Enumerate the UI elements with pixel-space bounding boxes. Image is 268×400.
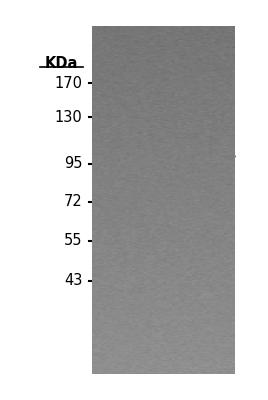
Bar (107, 160, 153, 162)
Text: KDa: KDa (45, 56, 78, 71)
Text: 43: 43 (64, 273, 82, 288)
Text: 95: 95 (64, 156, 82, 171)
Text: B: B (177, 59, 187, 74)
Bar (105, 68, 215, 336)
Bar (107, 150, 153, 159)
Bar (107, 158, 153, 160)
Text: A: A (129, 59, 139, 74)
Bar (157, 152, 200, 160)
Text: 55: 55 (64, 233, 82, 248)
Bar (157, 150, 200, 152)
Text: 170: 170 (54, 76, 82, 91)
Text: 72: 72 (64, 194, 82, 210)
Bar (157, 148, 200, 151)
Text: 130: 130 (55, 110, 82, 125)
Bar (107, 141, 153, 144)
Bar (107, 147, 153, 150)
Bar (107, 143, 153, 146)
Bar (157, 147, 200, 150)
Bar (107, 145, 153, 148)
Bar (107, 161, 153, 164)
